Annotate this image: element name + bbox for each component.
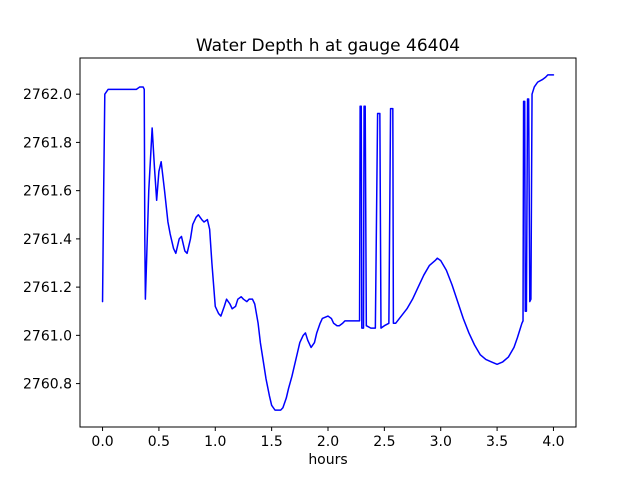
x-tick-label: 0.5 [148, 434, 170, 450]
x-axis-label: hours [308, 452, 347, 468]
y-tick-label: 2761.0 [23, 328, 72, 344]
x-tick-label: 3.5 [486, 434, 508, 450]
y-tick-label: 2761.4 [23, 232, 72, 248]
y-tick-label: 2762.0 [23, 87, 72, 103]
y-tick-label: 2761.8 [23, 135, 72, 151]
x-tick-label: 1.5 [261, 434, 283, 450]
x-tick-label: 0.0 [91, 434, 113, 450]
x-tick-label: 2.5 [373, 434, 395, 450]
y-tick-label: 2761.6 [23, 184, 72, 200]
chart-title: Water Depth h at gauge 46404 [196, 36, 460, 56]
plot-area: 0.0 0.5 1.0 1.5 2.0 2.5 3.0 3.5 4.0 2760.8 2761.0 2… [23, 57, 577, 450]
data-series-line [101, 74, 555, 411]
axes-frame [79, 57, 577, 428]
x-tick-label: 2.0 [317, 434, 339, 450]
x-tick-label: 3.0 [430, 434, 452, 450]
x-tick-label: 1.0 [204, 434, 226, 450]
x-tick-label: 4.0 [542, 434, 564, 450]
y-tick-label: 2760.8 [23, 377, 72, 393]
y-tick-label: 2761.2 [23, 280, 72, 296]
